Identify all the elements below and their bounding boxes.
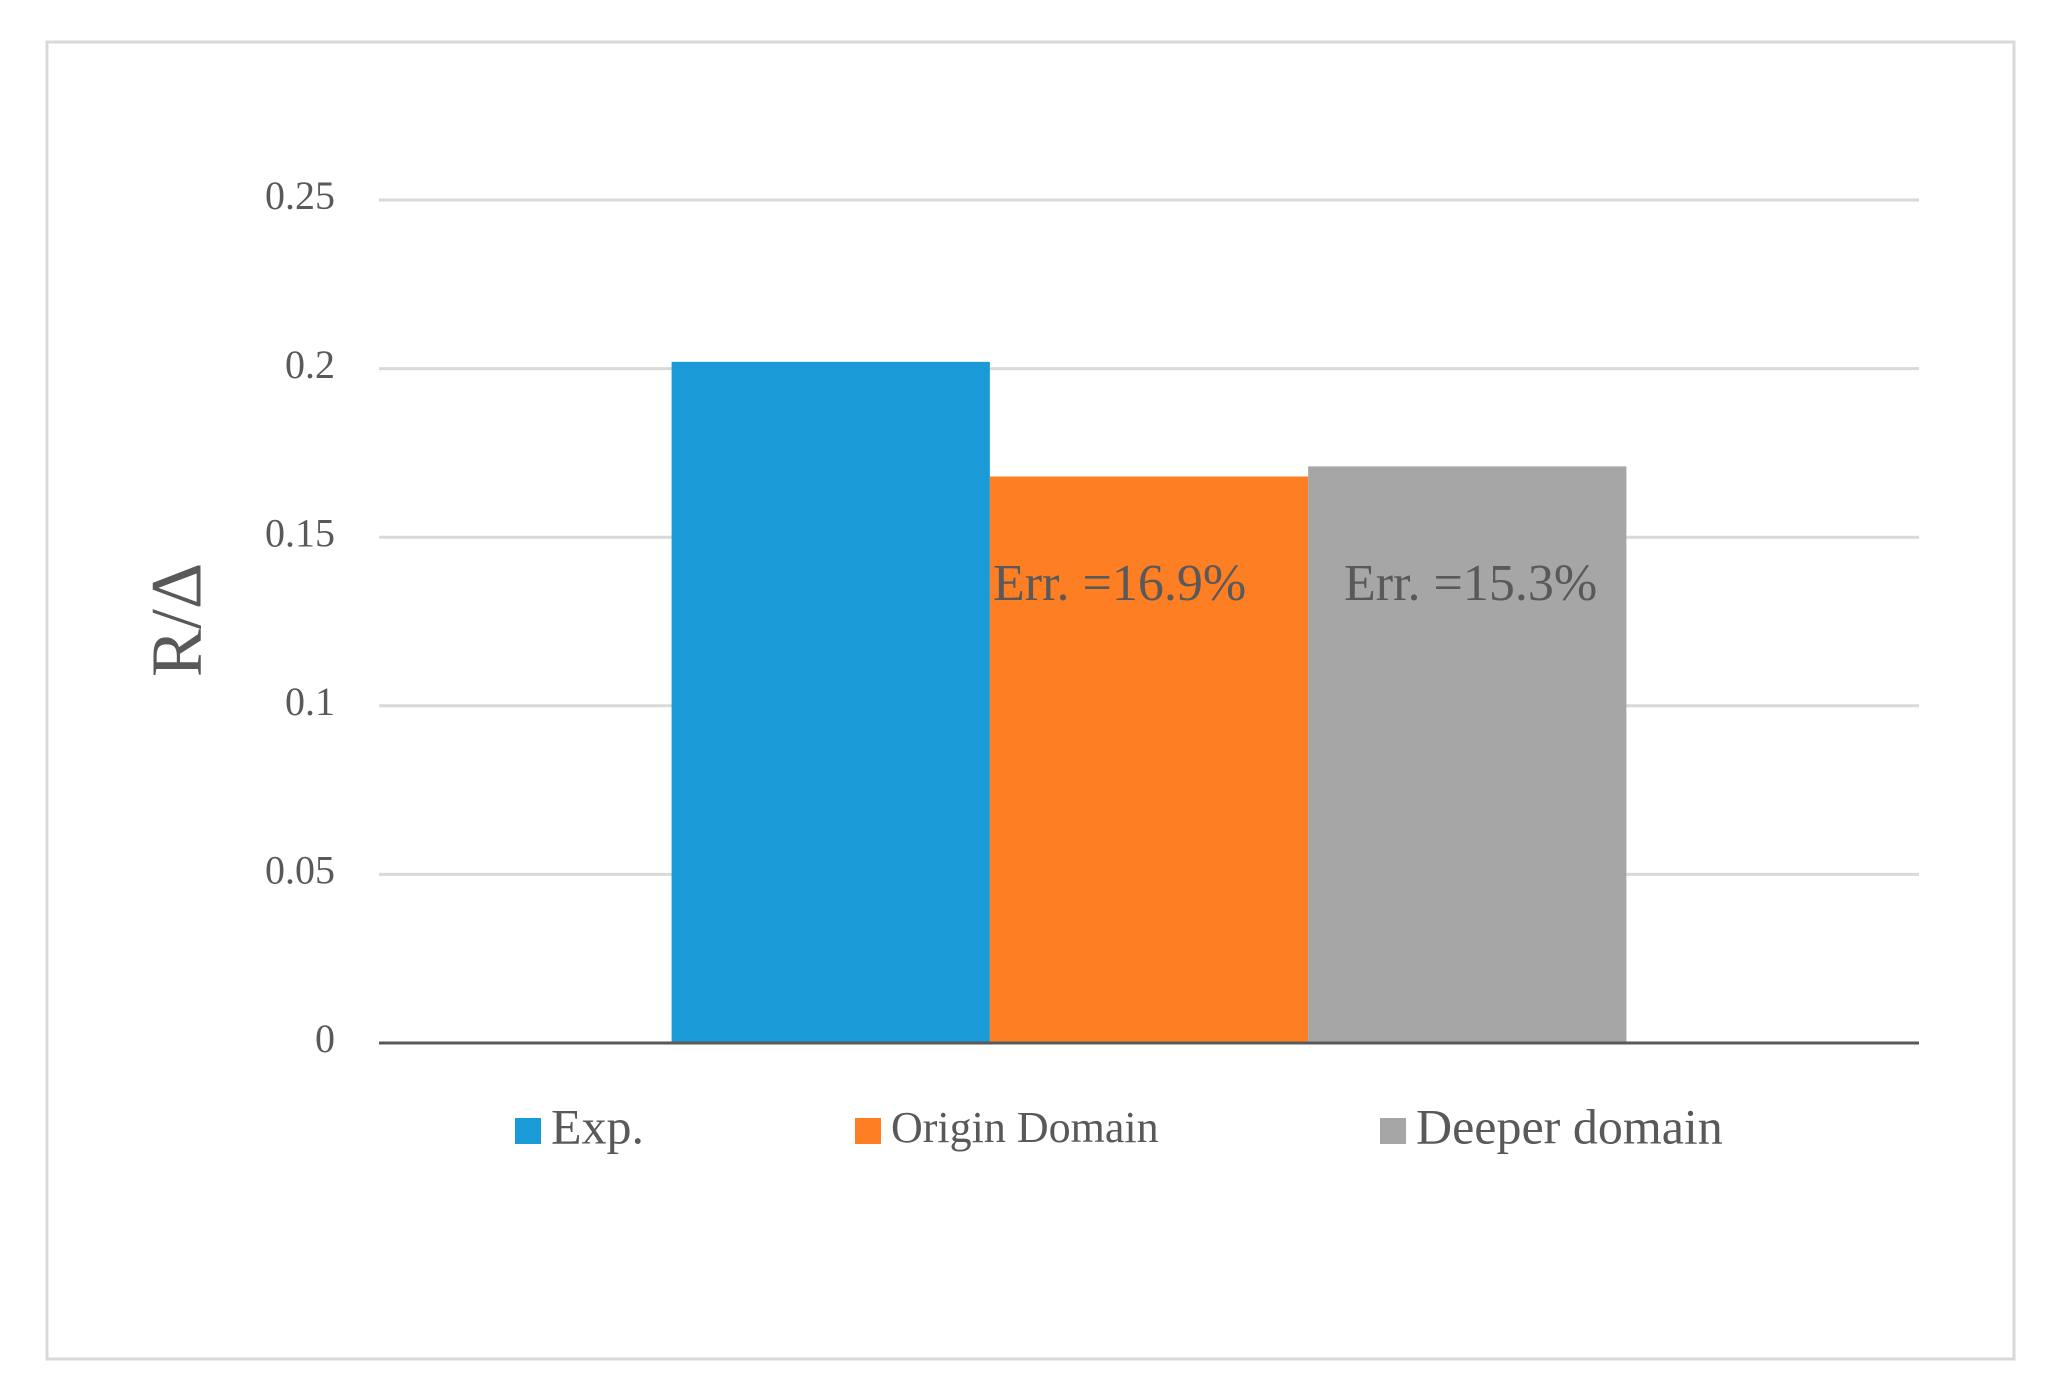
y-axis-label: R/Δ: [137, 563, 217, 677]
legend-swatch: [515, 1118, 541, 1144]
annotation: Err. =16.9%: [993, 555, 1246, 612]
y-tick-label: 0.05: [265, 848, 335, 893]
annotation: Err. =15.3%: [1344, 555, 1597, 612]
bar: [671, 361, 990, 1044]
y-tick-label: 0.1: [285, 679, 335, 724]
y-tick-label: 0: [315, 1016, 335, 1061]
bar: [989, 476, 1309, 1043]
y-tick-label: 0.2: [285, 342, 335, 387]
bar: [1308, 466, 1627, 1043]
y-tick-label: 0.25: [265, 173, 335, 218]
legend-label: Origin Domain: [891, 1103, 1159, 1152]
legend-label: Exp.: [551, 1098, 644, 1154]
y-tick-label: 0.15: [265, 510, 335, 555]
legend-label: Deeper domain: [1416, 1098, 1723, 1154]
legend-swatch: [1380, 1118, 1406, 1144]
legend-swatch: [855, 1118, 881, 1144]
